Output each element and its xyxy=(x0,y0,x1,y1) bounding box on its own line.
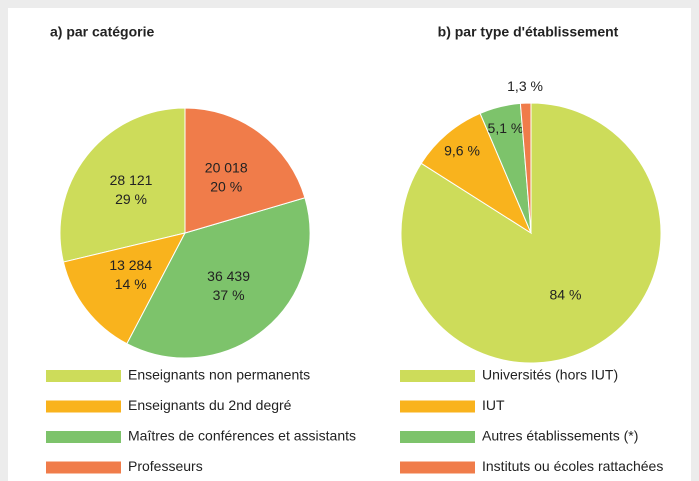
legend-label: Autres établissements (*) xyxy=(482,428,638,444)
slice-value-label: 9,6 % xyxy=(444,142,480,158)
pie-slice xyxy=(62,232,186,345)
slice-value-label: 28 121 xyxy=(110,172,153,188)
slice-percent-label: 14 % xyxy=(115,276,147,292)
legend-swatch xyxy=(46,461,121,474)
pie-slice xyxy=(420,112,533,235)
legend-swatch xyxy=(400,461,475,474)
legend-label: Maîtres de conférences et assistants xyxy=(128,428,356,444)
slice-value-label: 36 439 xyxy=(207,268,250,284)
legend-label: IUT xyxy=(482,397,505,413)
legend-label: Professeurs xyxy=(128,458,203,474)
legend-swatch xyxy=(46,370,121,382)
pie-slice xyxy=(400,102,662,364)
chart-title: b) par type d'établissement xyxy=(438,24,619,40)
pie-slice xyxy=(126,197,311,359)
slice-percent-label: 37 % xyxy=(213,287,245,303)
pie-slice xyxy=(59,107,186,263)
legend-label: Universités (hors IUT) xyxy=(482,367,618,383)
legend-swatch xyxy=(400,431,475,443)
slice-value-label: 1,3 % xyxy=(507,78,543,94)
pie-slice xyxy=(184,107,306,234)
legend-swatch xyxy=(400,400,475,413)
legend-label: Enseignants non permanents xyxy=(128,367,310,383)
slice-value-label: 5,1 % xyxy=(488,120,524,136)
slice-value-label: 84 % xyxy=(549,286,581,302)
legend-swatch xyxy=(400,370,475,382)
slice-value-label: 20 018 xyxy=(205,160,248,176)
legend-label: Enseignants du 2nd degré xyxy=(128,397,292,413)
slice-value-label: 13 284 xyxy=(109,257,152,273)
legend-swatch xyxy=(46,400,121,413)
chart-title: a) par catégorie xyxy=(50,24,154,40)
slice-percent-label: 20 % xyxy=(210,179,242,195)
legend-swatch xyxy=(46,431,121,443)
legend-label: Instituts ou écoles rattachées xyxy=(482,458,663,474)
pie-slice xyxy=(519,102,532,234)
slice-percent-label: 29 % xyxy=(115,191,147,207)
